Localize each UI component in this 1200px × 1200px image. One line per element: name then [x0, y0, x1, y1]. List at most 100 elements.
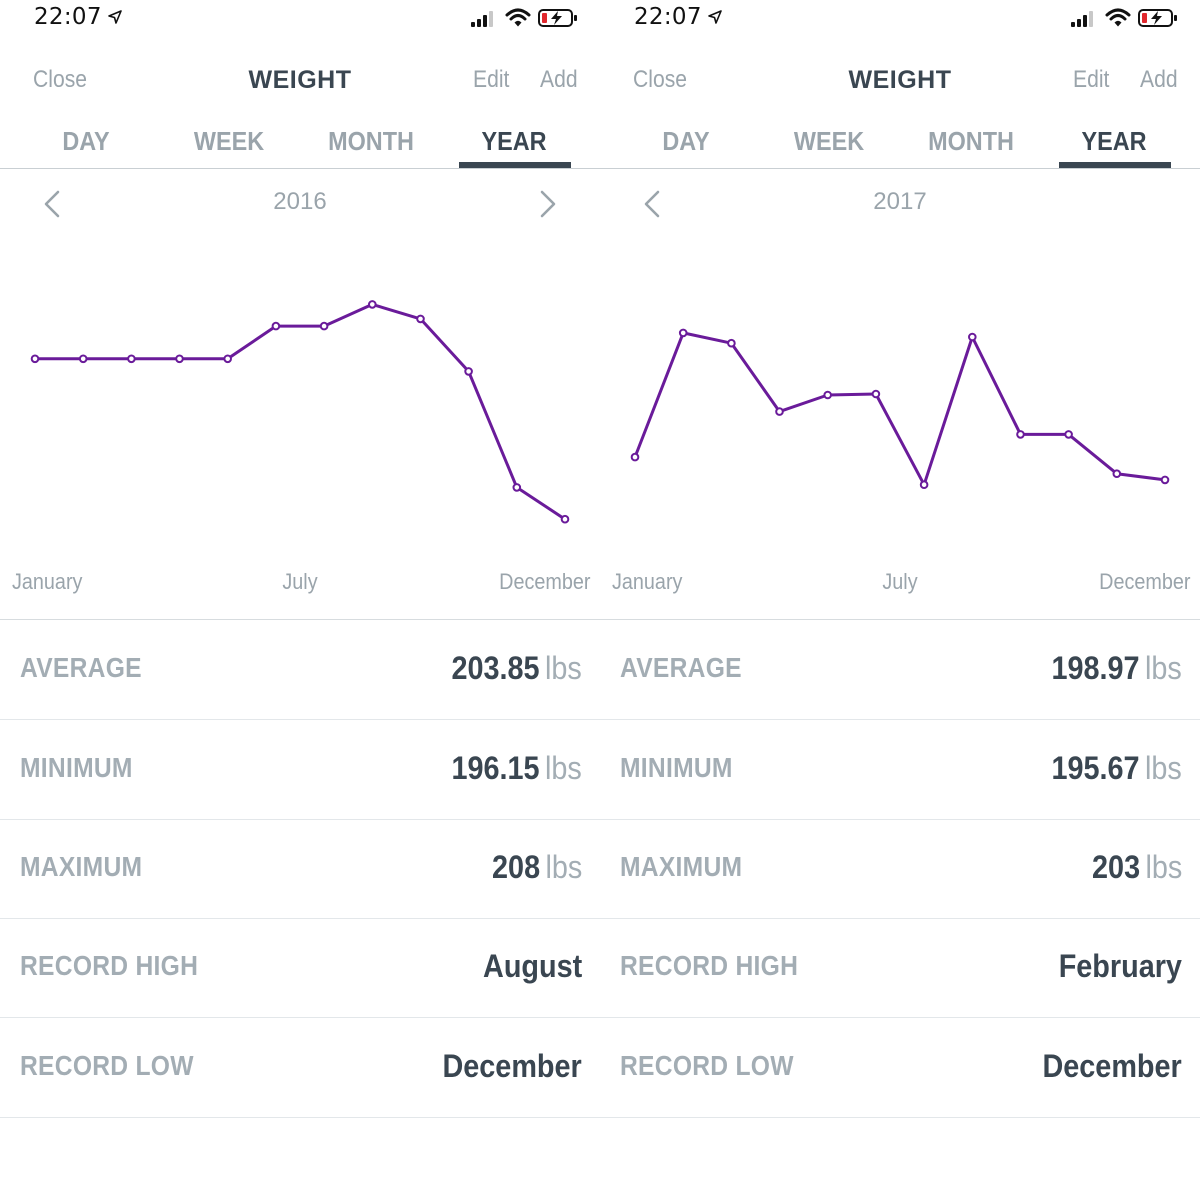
stat-value: December: [443, 1048, 582, 1085]
x-tick-label: January: [612, 569, 683, 594]
stat-value: 208 lbs: [492, 849, 582, 886]
data-point-january: [630, 452, 640, 462]
chart-divider: [600, 619, 1200, 620]
data-point-december: [1160, 475, 1170, 485]
tab-week[interactable]: WEEK: [793, 126, 865, 156]
data-point-february: [78, 354, 88, 364]
x-tick-label: July: [282, 569, 318, 594]
stat-value: 203.85 lbs: [452, 650, 582, 687]
stat-minimum-row: MINIMUM 196.15 lbs: [0, 720, 600, 820]
stat-label: MINIMUM: [620, 752, 733, 783]
battery-charging-icon: [538, 9, 577, 27]
edit-button[interactable]: Edit: [473, 66, 510, 93]
close-button[interactable]: Close: [33, 66, 87, 93]
stat-value: August: [483, 948, 582, 985]
stat-minimum-row: MINIMUM 195.67 lbs: [600, 720, 1200, 820]
tabs-divider: [600, 168, 1200, 169]
cellular-signal-icon: [471, 11, 493, 27]
weight-screen-2017: 22:07 Close WEIGHT Edit Add DAY WEEK MON…: [600, 0, 1200, 1200]
tab-year[interactable]: YEAR: [481, 126, 547, 156]
tab-year[interactable]: YEAR: [1081, 126, 1147, 156]
stat-label: AVERAGE: [620, 652, 742, 683]
record-high-month: February: [1058, 948, 1182, 984]
minimum-value: 196.15: [451, 750, 540, 786]
stat-value: 196.15 lbs: [452, 750, 582, 787]
weight-series-line: [633, 331, 1166, 487]
year-label: 2016: [273, 188, 327, 215]
add-button[interactable]: Add: [1140, 66, 1178, 93]
data-point-october: [464, 367, 473, 376]
stat-value: 195.67 lbs: [1052, 750, 1182, 787]
stat-record-high-row: RECORD HIGH August: [0, 918, 600, 1018]
edit-button[interactable]: Edit: [1073, 66, 1110, 93]
previous-year-chevron-icon[interactable]: [38, 188, 68, 220]
tab-month[interactable]: MONTH: [928, 126, 1014, 156]
data-point-april: [775, 407, 784, 416]
weight-screen-2016: 22:07 Close WEIGHT Edit Add DAY WEEK MON…: [0, 0, 600, 1118]
record-low-month: December: [442, 1048, 582, 1084]
stat-label: RECORD HIGH: [620, 950, 799, 981]
data-point-may: [823, 390, 832, 400]
weight-line-chart: [630, 328, 1170, 489]
previous-year-chevron-icon[interactable]: [638, 188, 668, 220]
unit-label: lbs: [1145, 849, 1182, 885]
tab-day[interactable]: DAY: [662, 126, 710, 156]
stat-record-high-row: RECORD HIGH February: [600, 918, 1200, 1018]
stat-label: MINIMUM: [20, 752, 133, 783]
stat-value: 203 lbs: [1092, 849, 1182, 886]
status-bar: 22:07: [0, 0, 600, 40]
battery-charging-icon: [1138, 9, 1177, 27]
stat-average-row: AVERAGE 198.97 lbs: [600, 620, 1200, 720]
wifi-icon: [1105, 8, 1131, 27]
stat-label: RECORD HIGH: [20, 950, 199, 981]
chart-divider: [0, 619, 600, 620]
data-point-january: [30, 354, 40, 364]
stat-value: December: [1043, 1048, 1182, 1085]
data-point-june: [871, 389, 881, 399]
x-tick-label: December: [1098, 569, 1190, 594]
data-point-may: [223, 354, 232, 364]
wifi-icon: [505, 8, 531, 27]
status-time: 22:07: [634, 4, 702, 30]
close-button[interactable]: Close: [633, 66, 687, 93]
active-tab-indicator: [1059, 162, 1171, 168]
location-arrow-icon: [108, 10, 122, 24]
tab-month[interactable]: MONTH: [328, 126, 414, 156]
active-tab-indicator: [459, 162, 571, 168]
data-point-november: [512, 483, 522, 492]
data-point-july: [919, 480, 929, 489]
minimum-value: 195.67: [1051, 750, 1140, 786]
stat-label: RECORD LOW: [620, 1050, 794, 1081]
stat-value: 198.97 lbs: [1052, 650, 1182, 687]
x-tick-label: January: [12, 569, 83, 594]
cellular-signal-icon: [1071, 11, 1093, 27]
data-point-june: [271, 321, 281, 331]
data-point-september: [416, 314, 425, 324]
stat-label: AVERAGE: [20, 652, 142, 683]
unit-label: lbs: [1145, 750, 1182, 786]
add-button[interactable]: Add: [540, 66, 578, 93]
stat-label: MAXIMUM: [20, 851, 143, 882]
unit-label: lbs: [545, 750, 582, 786]
page-title: WEIGHT: [248, 66, 352, 94]
record-low-month: December: [1042, 1048, 1182, 1084]
data-point-october: [1064, 430, 1073, 439]
page-title: WEIGHT: [848, 66, 952, 94]
unit-label: lbs: [545, 650, 582, 686]
data-point-march: [127, 354, 136, 364]
stat-average-row: AVERAGE 203.85 lbs: [0, 620, 600, 720]
next-year-chevron-icon[interactable]: [532, 188, 562, 220]
data-point-april: [175, 354, 184, 364]
unit-label: lbs: [1145, 650, 1182, 686]
status-bar: 22:07: [600, 0, 1200, 40]
data-point-december: [560, 514, 570, 524]
weight-series-line: [35, 302, 566, 521]
maximum-value: 203: [1091, 849, 1140, 885]
tabs-divider: [0, 168, 600, 169]
stat-value: February: [1059, 948, 1182, 985]
data-point-september: [1016, 430, 1025, 439]
tab-week[interactable]: WEEK: [193, 126, 265, 156]
stat-label: RECORD LOW: [20, 1050, 194, 1081]
tab-day[interactable]: DAY: [62, 126, 110, 156]
